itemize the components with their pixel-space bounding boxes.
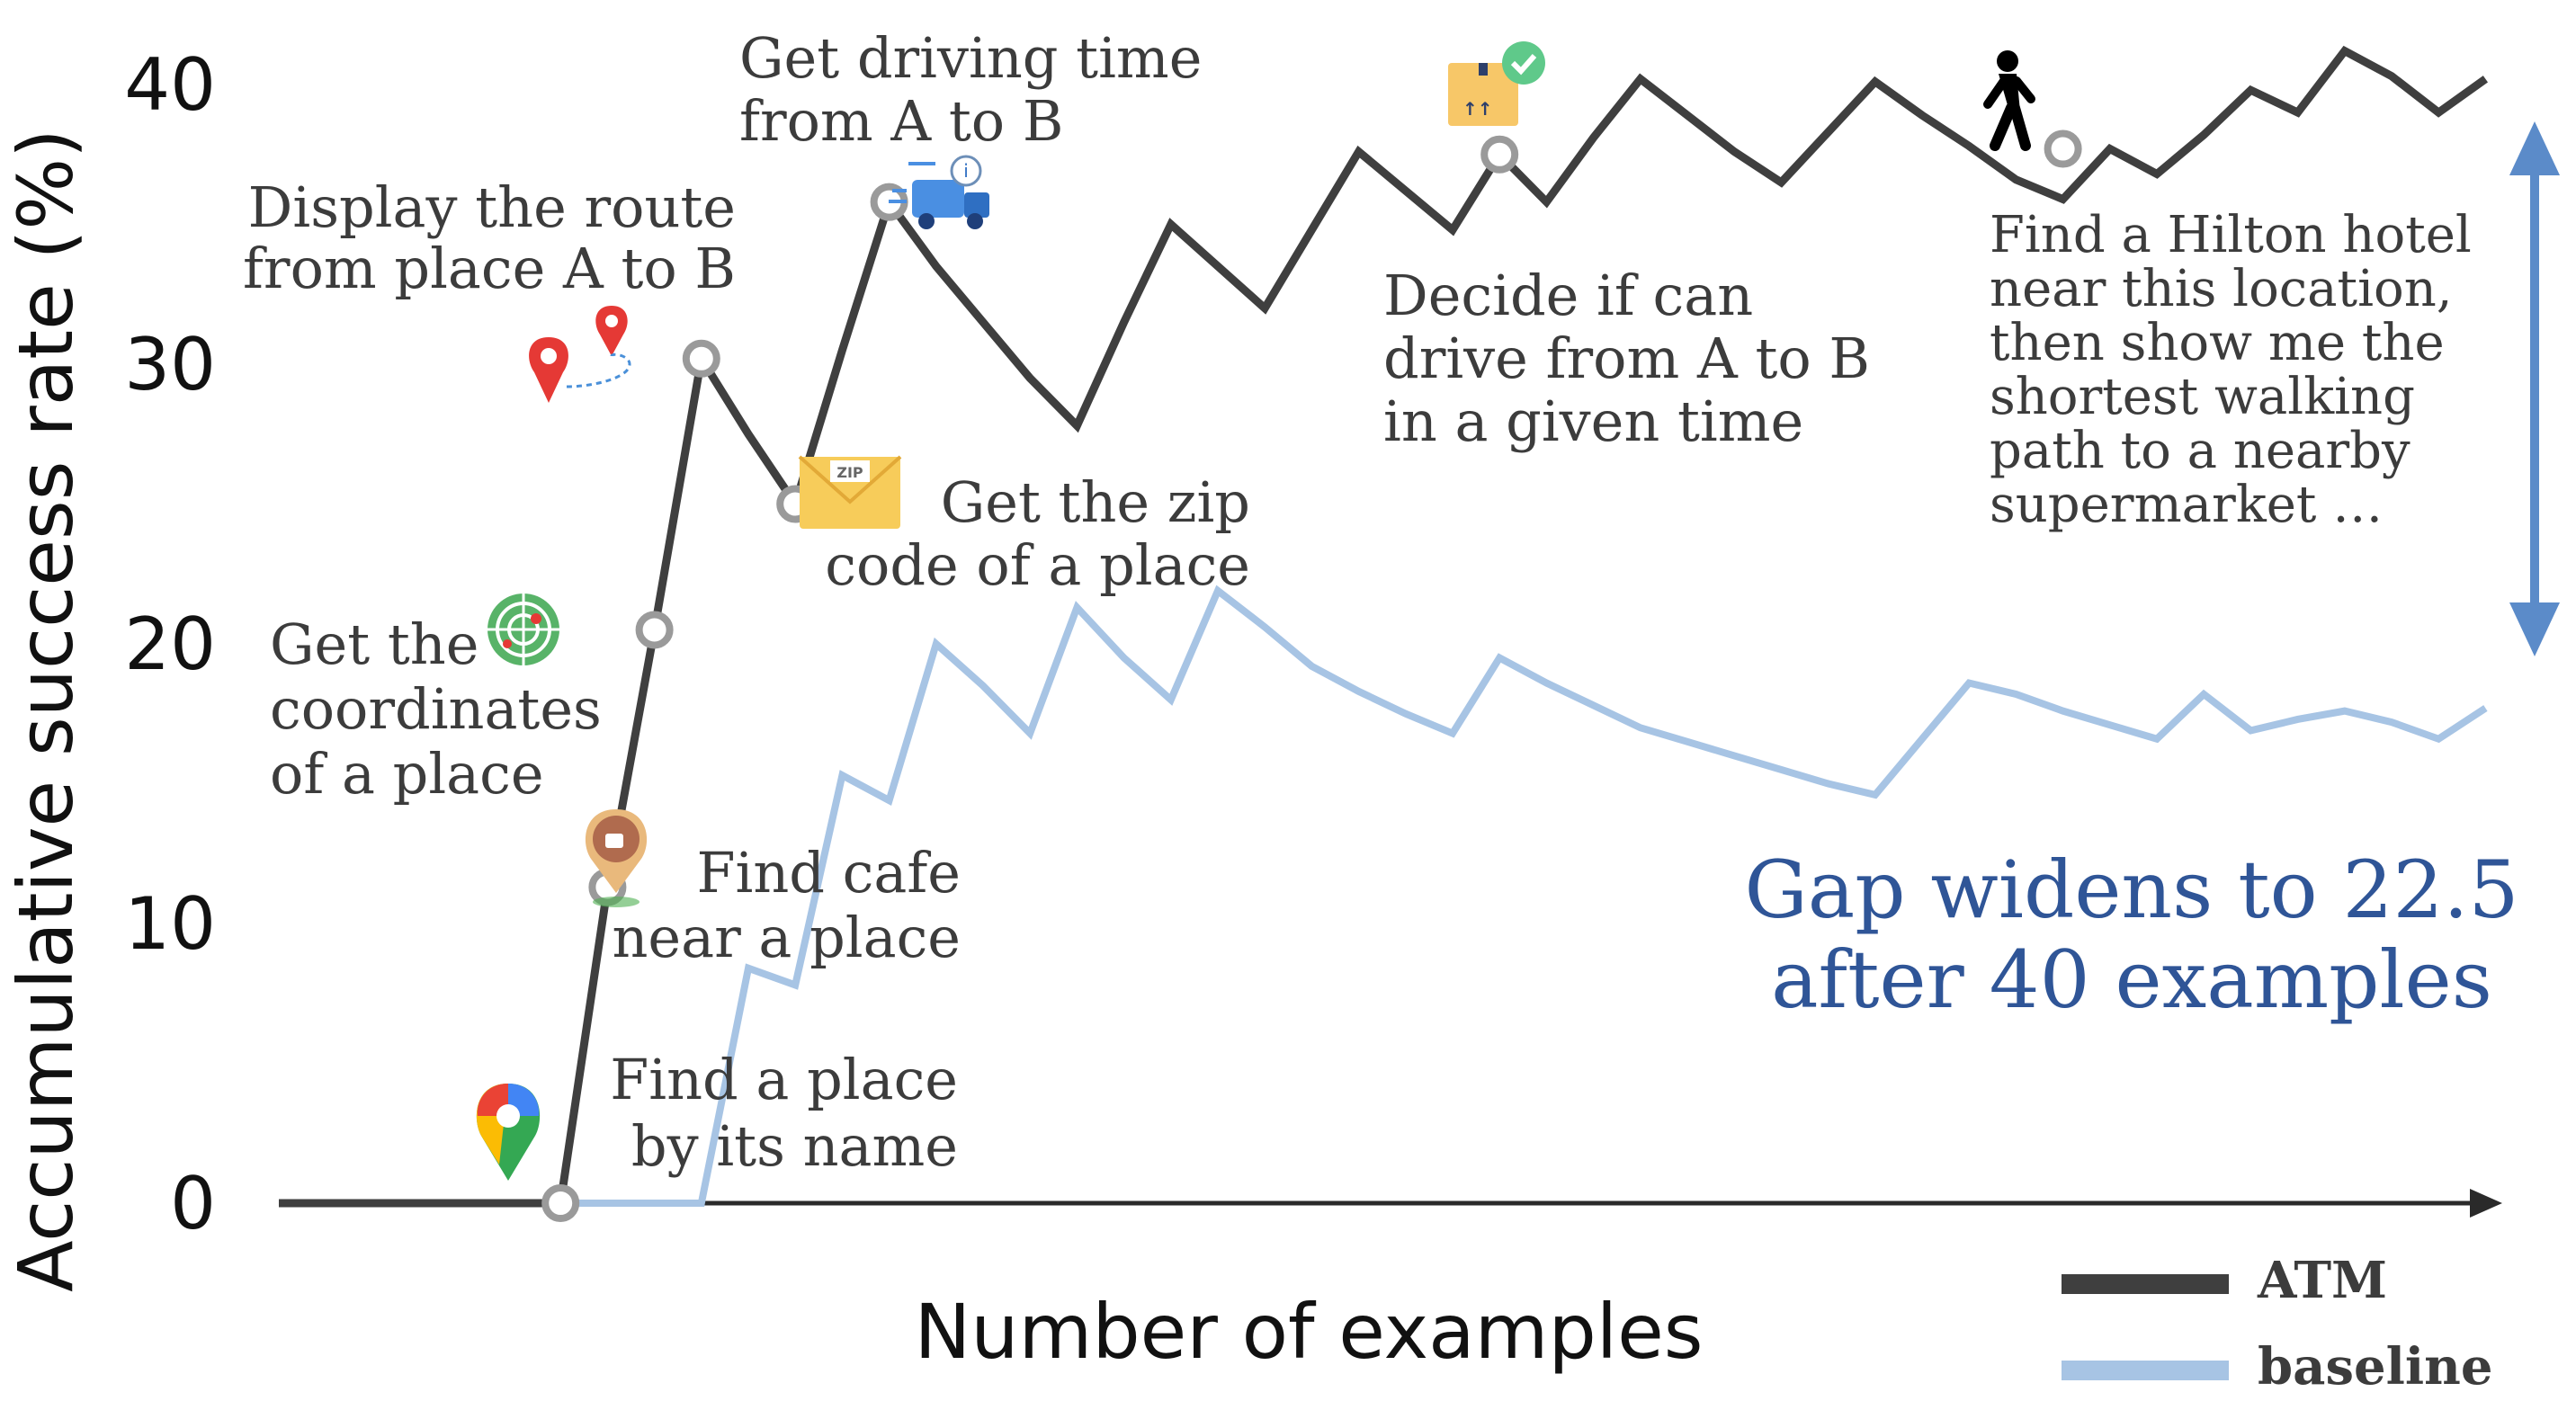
cafe-pin-icon	[585, 809, 648, 907]
zip-envelope-icon: ZIP	[798, 455, 902, 529]
svg-text:ZIP: ZIP	[836, 464, 863, 481]
delivery-truck-icon: i	[889, 155, 989, 229]
x-axis-title: Number of examples	[914, 1288, 1703, 1376]
y-axis-tick-labels: 0 10 20 30 40	[124, 43, 216, 1245]
gap-note-line-1: Gap widens to 22.5	[1744, 843, 2518, 936]
highlighted-point	[682, 339, 720, 378]
legend-label-baseline: baseline	[2258, 1337, 2493, 1397]
y-tick-label: 30	[124, 323, 216, 406]
y-tick-label: 20	[124, 602, 216, 686]
radar-icon	[487, 593, 559, 665]
highlighted-point	[1480, 135, 1519, 174]
annotation-label: Find a Hilton hotel near this location, th…	[1990, 206, 2472, 534]
annotation-label: Get the coordinates of a place	[270, 611, 602, 807]
walking-person-icon	[1983, 50, 2035, 151]
gap-note-line-2: after 40 examples	[1771, 933, 2492, 1026]
highlighted-point	[541, 1184, 580, 1222]
legend: ATM baseline	[2062, 1251, 2493, 1397]
annotation-label: Get driving time from A to B	[739, 25, 1202, 154]
y-tick-label: 40	[124, 43, 216, 127]
annotation-labels: Find a place by its name Find cafe near a p…	[243, 25, 2472, 1179]
route-pins-icon	[529, 306, 631, 403]
svg-text:↑↑: ↑↑	[1462, 98, 1493, 120]
y-axis-title: Accumulative success rate (%)	[2, 129, 90, 1292]
svg-text:i: i	[963, 160, 969, 182]
series-line-atm	[279, 45, 2489, 1208]
y-tick-label: 0	[170, 1162, 216, 1245]
package-check-icon: ↑↑	[1448, 41, 1545, 126]
annotation-label: Find a place by its name	[610, 1047, 958, 1179]
x-axis-arrowhead	[2470, 1189, 2502, 1218]
google-maps-pin-icon	[476, 1084, 541, 1181]
y-tick-label: 10	[124, 882, 216, 966]
annotation-label: Get the zip code of a place	[825, 469, 1250, 598]
gap-double-arrow	[2509, 121, 2560, 656]
annotation-label: Display the route from place A to B	[243, 174, 736, 301]
highlighted-point	[2044, 129, 2082, 168]
series-layer	[279, 45, 2489, 1208]
highlighted-point	[635, 611, 674, 649]
series-line-baseline	[560, 584, 2488, 1207]
legend-label-atm: ATM	[2257, 1251, 2387, 1310]
highlighted-points-layer	[541, 129, 2082, 1222]
annotation-label: Find cafe near a place	[613, 840, 962, 970]
